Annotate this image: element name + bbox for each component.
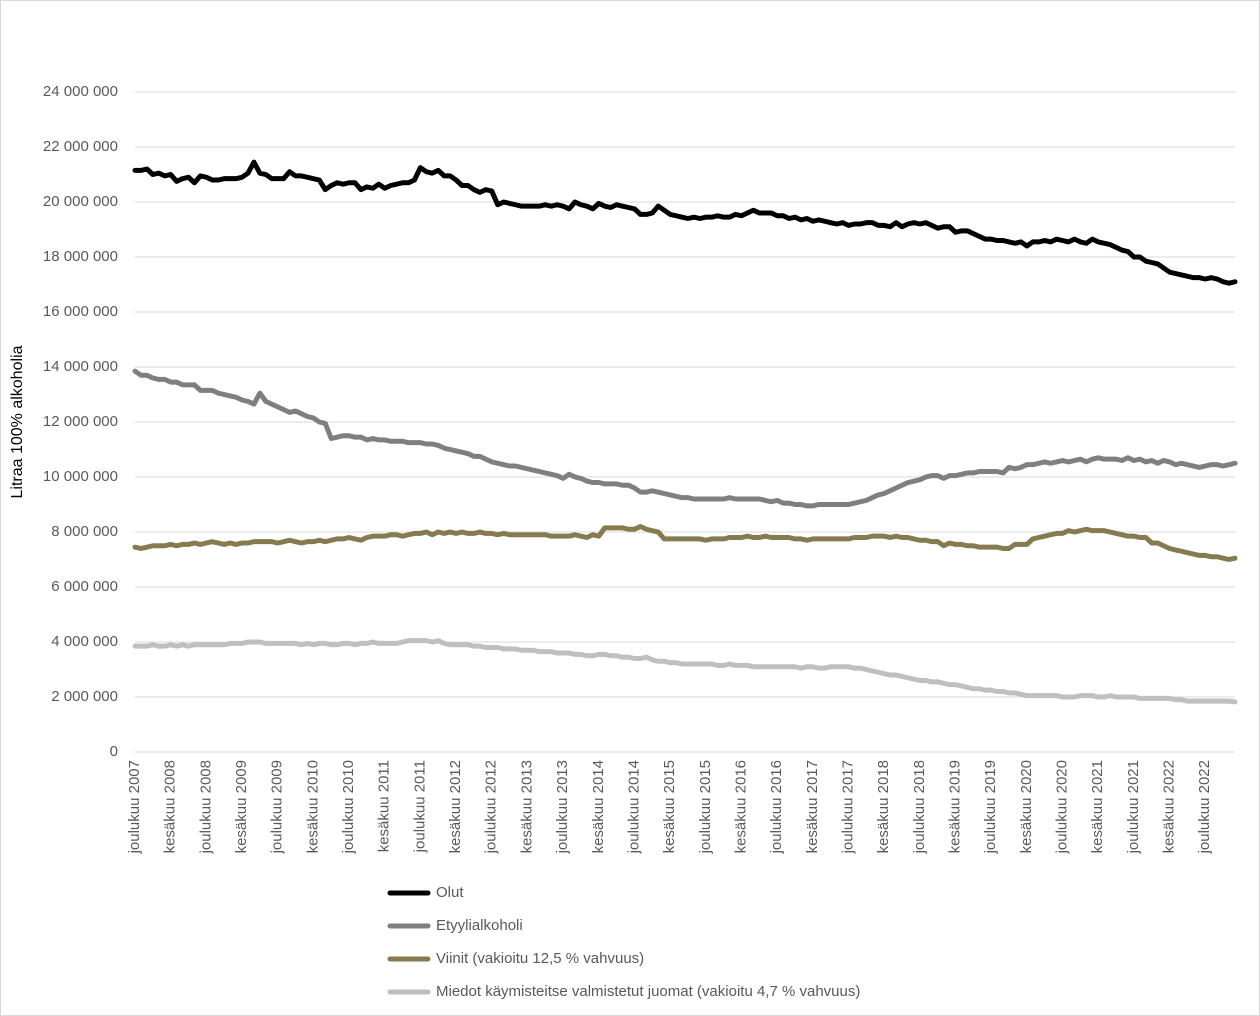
x-tick-label: joulukuu 2020 (1054, 760, 1071, 854)
x-tick-label: joulukuu 2022 (1196, 760, 1213, 854)
x-tick-label: joulukuu 2013 (554, 760, 571, 854)
x-tick-label: kesäkuu 2022 (1161, 760, 1178, 853)
y-tick-label: 18 000 000 (43, 248, 118, 265)
series-line (132, 368, 1238, 509)
x-tick-label: kesäkuu 2017 (804, 760, 821, 853)
x-tick-label: kesäkuu 2015 (661, 760, 678, 853)
x-tick-label: joulukuu 2007 (126, 760, 143, 854)
x-tick-label: joulukuu 2014 (625, 760, 642, 854)
x-tick-label: kesäkuu 2010 (304, 760, 321, 853)
x-tick-label: joulukuu 2011 (411, 760, 428, 853)
x-tick-label: kesäkuu 2013 (518, 760, 535, 853)
x-tick-label: kesäkuu 2012 (447, 760, 464, 853)
x-tick-label: kesäkuu 2019 (947, 760, 964, 853)
y-tick-label: 6 000 000 (51, 578, 118, 595)
y-tick-label: 12 000 000 (43, 413, 118, 430)
legend-label: Miedot käymisteitse valmistetut juomat (… (436, 983, 860, 1000)
x-tick-label: joulukuu 2008 (197, 760, 214, 854)
y-tick-label: 24 000 000 (43, 83, 118, 100)
x-tick-label: kesäkuu 2021 (1089, 760, 1106, 853)
y-tick-label: 4 000 000 (51, 633, 118, 650)
x-tick-label: kesäkuu 2018 (875, 760, 892, 853)
legend-label: Viinit (vakioitu 12,5 % vahvuus) (436, 950, 644, 967)
x-tick-label: joulukuu 2016 (768, 760, 785, 854)
y-tick-label: 10 000 000 (43, 468, 118, 485)
x-tick-label: joulukuu 2019 (982, 760, 999, 854)
x-tick-label: joulukuu 2021 (1125, 760, 1142, 854)
y-tick-label: 22 000 000 (43, 138, 118, 155)
x-tick-label: kesäkuu 2009 (233, 760, 250, 853)
x-tick-label: joulukuu 2015 (697, 760, 714, 854)
y-axis-title: Litraa 100% alkoholia (9, 345, 26, 498)
x-tick-label: kesäkuu 2014 (590, 760, 607, 853)
series-line (132, 159, 1238, 286)
x-tick-label: kesäkuu 2011 (376, 760, 393, 852)
x-tick-label: joulukuu 2009 (269, 760, 286, 854)
x-tick-label: kesäkuu 2008 (162, 760, 179, 853)
x-tick-label: joulukuu 2010 (340, 760, 357, 854)
y-tick-label: 2 000 000 (51, 688, 118, 705)
series-line (132, 524, 1238, 562)
x-tick-label: joulukuu 2012 (483, 760, 500, 854)
x-tick-label: joulukuu 2018 (911, 760, 928, 854)
x-tick-label: joulukuu 2017 (839, 760, 856, 854)
x-tick-label: kesäkuu 2016 (732, 760, 749, 853)
y-tick-label: 8 000 000 (51, 523, 118, 540)
x-tick-label: kesäkuu 2020 (1018, 760, 1035, 853)
legend-label: Olut (436, 884, 464, 901)
y-tick-label: 20 000 000 (43, 193, 118, 210)
y-tick-label: 0 (110, 743, 118, 760)
y-tick-label: 16 000 000 (43, 303, 118, 320)
series-line (132, 638, 1238, 705)
legend-label: Etyylialkoholi (436, 917, 523, 934)
y-tick-label: 14 000 000 (43, 358, 118, 375)
